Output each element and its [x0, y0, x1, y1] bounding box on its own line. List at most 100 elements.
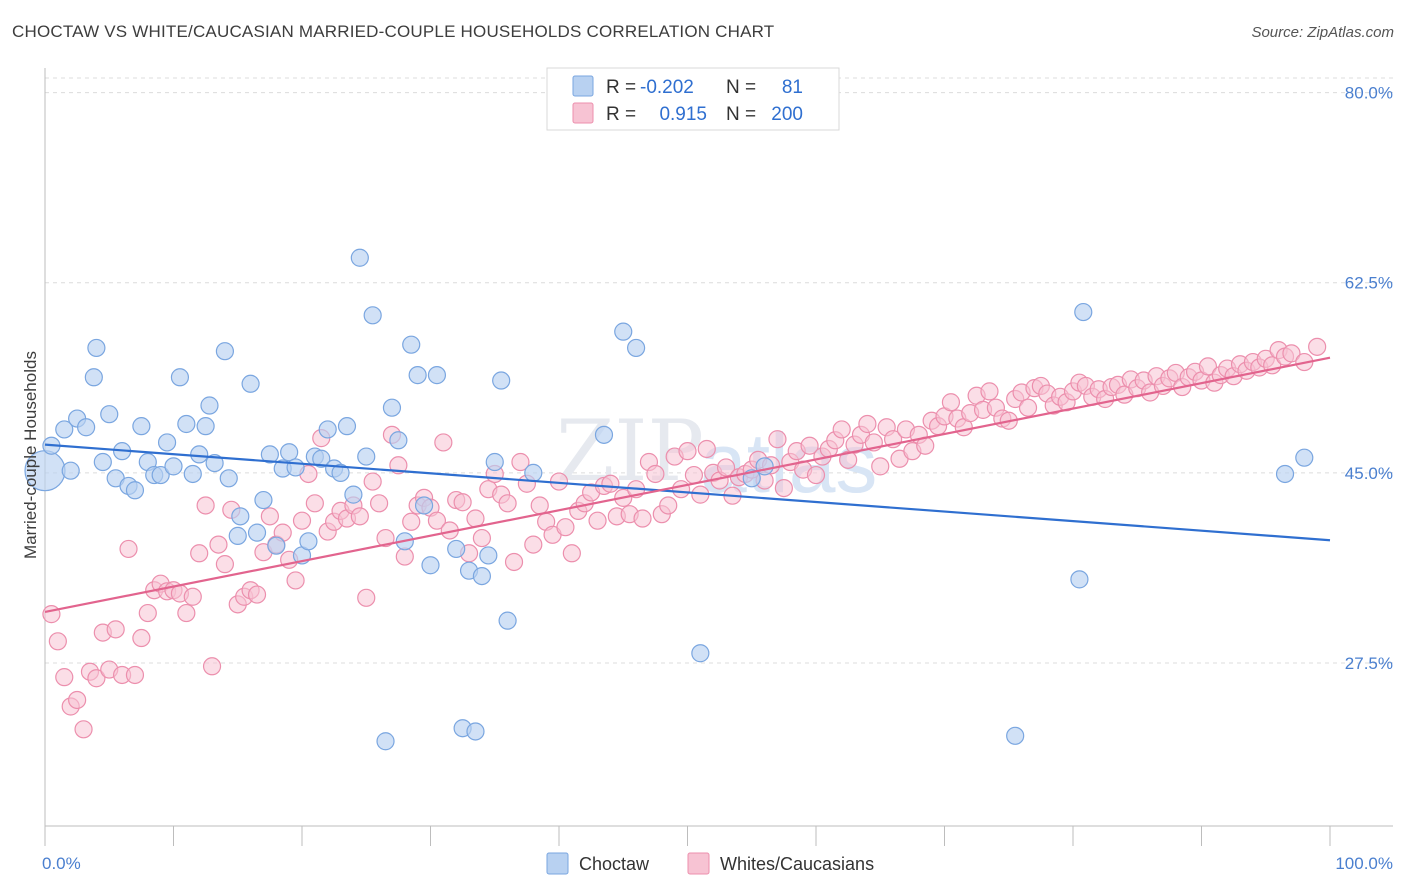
legend-n-label-2: N = — [726, 104, 756, 125]
choctaw-point — [205, 454, 224, 473]
choctaw-point — [132, 417, 151, 436]
legend-r-value-1: -0.202 — [640, 77, 694, 98]
legend-n-value-2: 200 — [771, 104, 803, 125]
whites-caucasians-point — [196, 496, 215, 515]
choctaw-point — [626, 338, 646, 358]
legend-r-label-1: R = — [606, 77, 636, 98]
whites-caucasians-point — [871, 457, 890, 476]
choctaw-point — [77, 418, 96, 437]
legend-swatch-choctaw — [572, 75, 594, 97]
whites-caucasians-point — [1308, 337, 1327, 356]
whites-caucasians-point — [453, 493, 472, 512]
bottom-legend-whites: Whites/Caucasians — [720, 854, 874, 874]
whites-caucasians-point — [402, 512, 421, 531]
whites-caucasians-point — [209, 535, 228, 554]
source-label: Source: ZipAtlas.com — [1251, 24, 1394, 41]
chart-title: CHOCTAW VS WHITE/CAUCASIAN MARRIED-COUPL… — [12, 22, 775, 41]
choctaw-point — [299, 532, 318, 551]
whites-caucasians-point — [524, 535, 543, 554]
legend-box: R = -0.202 N = 81 R = 0.915 N = 200 — [546, 67, 840, 131]
whites-caucasians-point — [498, 494, 517, 513]
choctaw-point — [241, 374, 260, 393]
y-axis-label: Married-couple Households — [21, 351, 40, 559]
choctaw-point — [93, 452, 112, 472]
choctaw-point — [344, 485, 363, 504]
whites-caucasians-point — [68, 690, 87, 710]
choctaw-point — [421, 556, 440, 575]
legend-r-value-2: 0.915 — [659, 104, 707, 125]
whites-caucasians-point — [42, 605, 61, 624]
whites-caucasians-point — [800, 436, 819, 455]
choctaw-point — [492, 371, 511, 390]
legend-n-label-1: N = — [726, 77, 756, 98]
whites-caucasians-point — [106, 620, 125, 639]
choctaw-point — [286, 458, 305, 477]
choctaw-point — [254, 490, 273, 510]
whites-caucasians-point — [260, 507, 279, 526]
trend-lines — [44, 356, 1331, 614]
whites-caucasians-point — [774, 478, 793, 498]
choctaw-point — [382, 398, 402, 417]
whites-caucasians-point — [132, 628, 151, 648]
choctaw-point — [414, 496, 434, 515]
choctaw-point — [357, 447, 376, 466]
choctaw-point — [267, 536, 286, 555]
choctaw-point — [427, 365, 447, 385]
choctaw-point — [755, 457, 774, 476]
legend-swatch-whites — [572, 102, 594, 124]
legend-frame — [546, 67, 840, 131]
choctaw-point — [200, 396, 219, 415]
whites-caucasians-point — [427, 511, 447, 530]
x-tick-label: 100.0% — [1335, 854, 1393, 873]
bottom-legend: Choctaw Whites/Caucasians — [546, 852, 874, 875]
choctaw-point — [350, 248, 369, 267]
whites-caucasians-trend-line — [44, 356, 1331, 614]
whites-caucasians-point — [292, 511, 312, 530]
choctaw-point — [1074, 302, 1093, 322]
choctaw-point — [100, 405, 119, 424]
legend-r-label-2: R = — [606, 104, 636, 125]
choctaw-point — [87, 338, 106, 358]
whites-caucasians-point — [633, 509, 652, 528]
choctaw-point — [247, 523, 267, 542]
whites-caucasians-point — [941, 393, 961, 412]
whites-caucasians-point — [138, 603, 157, 623]
bottom-legend-choctaw: Choctaw — [579, 854, 650, 874]
choctaw-point — [215, 342, 234, 361]
whites-caucasians-point — [183, 587, 202, 606]
choctaw-point — [157, 433, 177, 452]
whites-caucasians-point — [350, 507, 369, 526]
choctaw-point — [614, 322, 633, 341]
whites-caucasians-point — [55, 668, 74, 687]
bottom-legend-swatch-choctaw — [546, 852, 569, 875]
whites-caucasians-point — [466, 509, 485, 528]
whites-caucasians-point — [716, 458, 736, 477]
choctaw-point — [331, 463, 350, 482]
choctaw-point — [1275, 464, 1295, 484]
choctaw-point — [408, 365, 427, 385]
whites-caucasians-point — [684, 465, 704, 485]
whites-caucasians-point — [511, 452, 530, 472]
whites-caucasians-point — [504, 552, 524, 572]
choctaw-point — [231, 507, 250, 526]
whites-caucasians-point — [980, 382, 999, 401]
choctaw-points — [24, 248, 1314, 751]
whites-caucasians-point — [87, 669, 106, 688]
choctaw-point — [228, 526, 247, 545]
whites-caucasians-point — [659, 496, 678, 515]
whites-caucasians-point — [357, 588, 376, 607]
choctaw-point — [376, 732, 395, 751]
choctaw-trend-line — [44, 443, 1331, 542]
whites-caucasians-point — [858, 414, 877, 434]
choctaw-point — [196, 417, 215, 436]
whites-caucasians-point — [562, 544, 581, 563]
whites-caucasians-point — [646, 464, 665, 484]
whites-caucasians-point — [530, 496, 549, 515]
whites-caucasians-point — [697, 439, 716, 459]
x-tick-label: 0.0% — [42, 854, 81, 873]
choctaw-point — [84, 368, 103, 387]
choctaw-point — [164, 457, 183, 476]
whites-caucasians-point — [215, 555, 234, 574]
x-tick-labels: 0.0% 100.0% — [42, 854, 1393, 873]
choctaw-point — [170, 368, 190, 387]
